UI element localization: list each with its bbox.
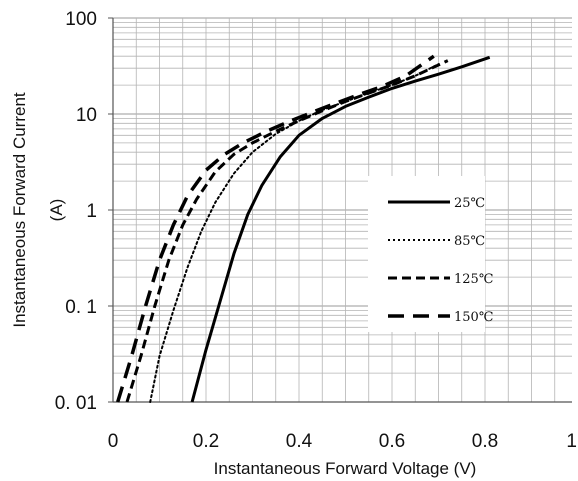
legend-label-2: 125℃ <box>454 272 493 287</box>
x-tick-label: 0.4 <box>286 431 313 452</box>
series-group <box>116 54 491 403</box>
x-tick-label: 0.8 <box>472 431 498 452</box>
x-tick-label: 0 <box>108 431 119 452</box>
y-tick-label: 100 <box>65 9 97 30</box>
series-line-0 <box>190 55 491 403</box>
x-tick-label: 0.6 <box>379 431 405 452</box>
legend-label-0: 25℃ <box>454 196 485 211</box>
legend: 25℃ 85℃ 125℃ 150℃ <box>368 176 493 332</box>
y-axis-label-line2: (A) <box>47 199 66 222</box>
y-tick-label: 10 <box>76 105 97 126</box>
labels: Instantaneous Forward Voltage (V) Instan… <box>10 92 476 478</box>
series-line-2 <box>125 59 449 403</box>
y-tick-label: 0. 01 <box>55 393 97 414</box>
axes: 0. 01 0. 1 1 10 100 0 0.2 0.4 0.6 0.8 1 <box>55 9 577 452</box>
y-tick-label: 1 <box>86 201 97 222</box>
y-axis-label-line1: Instantaneous Forward Current <box>10 92 29 328</box>
x-tick-label: 1 <box>566 431 577 452</box>
series-line-3 <box>116 54 435 403</box>
y-tick-label: 0. 1 <box>65 297 97 318</box>
x-tick-label: 0.2 <box>193 431 219 452</box>
legend-label-1: 85℃ <box>454 234 485 249</box>
x-axis-label: Instantaneous Forward Voltage (V) <box>214 459 477 478</box>
legend-label-3: 150℃ <box>454 310 493 325</box>
